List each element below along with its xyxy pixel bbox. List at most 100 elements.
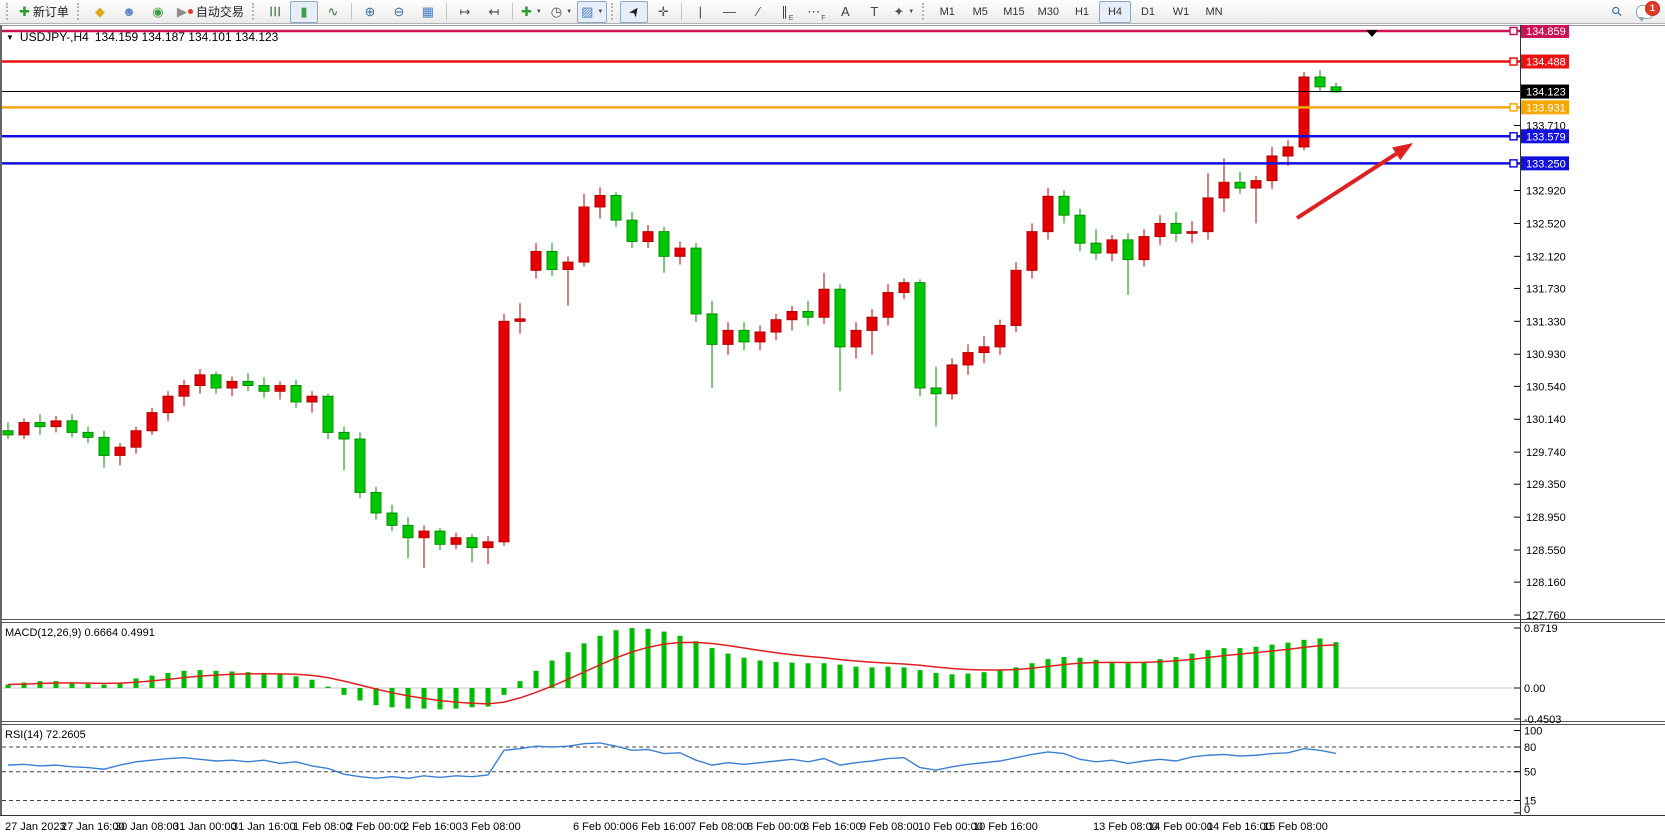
candle-body	[290, 385, 302, 403]
timeframe-M5[interactable]: M5	[972, 5, 988, 18]
text-button[interactable]: A	[831, 1, 859, 23]
macd-histogram-bar	[1173, 657, 1179, 688]
horizontal-line-icon: —	[722, 4, 736, 19]
chart-shift-button[interactable]: ↦	[451, 1, 479, 23]
text-label-button[interactable]: T	[860, 1, 888, 23]
price-badge	[1521, 84, 1569, 99]
candle-body	[674, 247, 686, 257]
rsi-tick-label: 50	[1524, 767, 1536, 779]
candle-body	[834, 288, 846, 348]
time-axis-label: 14 Feb 16:00	[1207, 821, 1272, 833]
auto-scroll-button[interactable]: ↤	[480, 1, 508, 23]
macd-histogram-bar	[1301, 639, 1307, 688]
bar-chart-button[interactable]: ☰	[261, 1, 289, 23]
fibonacci-icon: ⋯	[807, 4, 821, 19]
toolbar-grip[interactable]	[922, 3, 927, 20]
arrows-tool-button[interactable]: ✦ ▼	[889, 1, 918, 23]
fibonacci-button[interactable]: ⋯ F	[802, 1, 830, 23]
indicators-button[interactable]: ✚ ▼	[517, 1, 546, 23]
macd-histogram-bar	[661, 631, 667, 688]
top-marker-icon	[1366, 30, 1378, 37]
timeframe-H4[interactable]: H4	[1099, 0, 1132, 23]
macd-histogram-bar	[949, 674, 955, 688]
timeframe-M15[interactable]: M15	[1003, 5, 1025, 18]
main-toolbar: ✚ 新订单 ◆ ☻ ◉ ▶ 自动交易 ☰ ▮ ∿ ⊕ ⊖ ▦ ↦ ↤ ✚ ▼ ◷ ▼ ▨ ▼ ➤ ✛ | — ∕ ∥ E ⋯ F A T ✦ ▼ M…	[0, 0, 1665, 24]
price-tick-label: 130.140	[1526, 414, 1566, 426]
macd-histogram-bar	[437, 688, 443, 710]
macd-histogram-bar	[757, 660, 763, 688]
tile-windows-button[interactable]: ▦	[414, 1, 442, 23]
candle-body	[210, 374, 222, 389]
candle-body	[162, 395, 174, 414]
window-menu-icon[interactable]: ▼	[6, 32, 14, 42]
candle-body	[690, 247, 702, 315]
candle-body	[322, 395, 334, 433]
time-axis-label: 6 Feb 00:00	[573, 821, 632, 833]
chart-shift-icon: ↦	[459, 4, 471, 19]
dropdown-caret-icon[interactable]: ▼	[535, 8, 542, 15]
macd-histogram-bar	[1157, 659, 1163, 688]
equidistant-channel-button[interactable]: ∥ E	[773, 1, 801, 23]
templates-button[interactable]: ▨ ▼	[577, 0, 608, 23]
dropdown-caret-icon[interactable]: ▼	[908, 8, 915, 15]
toolbar-grip[interactable]	[611, 3, 616, 20]
zoom-in-button[interactable]: ⊕	[356, 1, 384, 23]
candle-body	[130, 430, 142, 448]
macd-histogram-bar	[725, 653, 731, 688]
timeframe-MN[interactable]: MN	[1205, 5, 1223, 18]
time-axis-label: 31 Jan 00:00	[173, 821, 237, 833]
deposit-button[interactable]: ◆	[86, 1, 114, 23]
time-axis-label: 10 Feb 00:00	[918, 821, 983, 833]
candle-body	[1282, 146, 1294, 157]
templates-icon: ▨	[581, 4, 594, 19]
macd-histogram-bar	[917, 670, 923, 688]
chart-canvas[interactable]: 133.710132.920132.520132.120131.730131.3…	[0, 25, 1665, 838]
rsi-line	[7, 742, 1337, 779]
notifications-button[interactable]: 1	[1636, 0, 1660, 22]
macd-histogram-bar	[1269, 644, 1275, 688]
dropdown-caret-icon[interactable]: ▼	[597, 8, 604, 15]
dropdown-caret-icon[interactable]: ▼	[566, 8, 573, 15]
macd-histogram-bar	[853, 666, 859, 688]
candle-body	[930, 387, 942, 395]
macd-histogram-bar	[1093, 659, 1099, 688]
candle-body	[962, 352, 974, 366]
candle-body	[658, 231, 670, 257]
macd-histogram-bar	[69, 682, 75, 688]
candle-body	[946, 364, 958, 395]
trendline-button[interactable]: ∕	[744, 1, 772, 23]
timeframe-M1[interactable]: M1	[939, 5, 955, 18]
deposit-icon: ◆	[94, 4, 105, 19]
timeframe-W1[interactable]: W1	[1172, 5, 1190, 18]
candle-body	[50, 420, 62, 428]
search-button[interactable]: ⚲	[1603, 1, 1631, 23]
macd-histogram-bar	[1141, 661, 1147, 688]
zoom-out-button[interactable]: ⊖	[385, 1, 413, 23]
toolbar-grip[interactable]	[6, 3, 11, 20]
horizontal-line-button[interactable]: —	[715, 1, 743, 23]
macd-histogram-bar	[885, 666, 891, 688]
macd-histogram-bar	[165, 672, 171, 688]
macd-histogram-bar	[341, 688, 347, 695]
crosshair-button[interactable]: ✛	[649, 1, 677, 23]
timeframe-D1[interactable]: D1	[1140, 5, 1156, 18]
signals-button[interactable]: ◉	[144, 1, 172, 23]
support-button[interactable]: ☻	[115, 1, 143, 23]
price-badge	[1521, 25, 1569, 38]
periods-button[interactable]: ◷ ▼	[547, 1, 576, 23]
time-axis-label: 15 Feb 08:00	[1263, 821, 1328, 833]
new-order-button[interactable]: ✚ 新订单	[15, 1, 73, 23]
auto-trading-button[interactable]: ▶ 自动交易	[173, 1, 248, 23]
candlestick-chart-button[interactable]: ▮	[289, 0, 318, 23]
macd-histogram-bar	[1221, 648, 1227, 688]
vertical-line-button[interactable]: |	[686, 1, 714, 23]
timeframe-M30[interactable]: M30	[1037, 5, 1060, 18]
timeframe-H1[interactable]: H1	[1074, 5, 1090, 18]
toolbar-grip[interactable]	[251, 3, 257, 20]
toolbar-grip[interactable]	[76, 3, 82, 20]
cursor-button[interactable]: ➤	[620, 0, 649, 23]
price-badge	[1521, 156, 1569, 171]
time-axis-label: 30 Jan 08:00	[115, 821, 179, 833]
line-chart-button[interactable]: ∿	[319, 1, 347, 23]
macd-histogram-bar	[37, 681, 43, 688]
